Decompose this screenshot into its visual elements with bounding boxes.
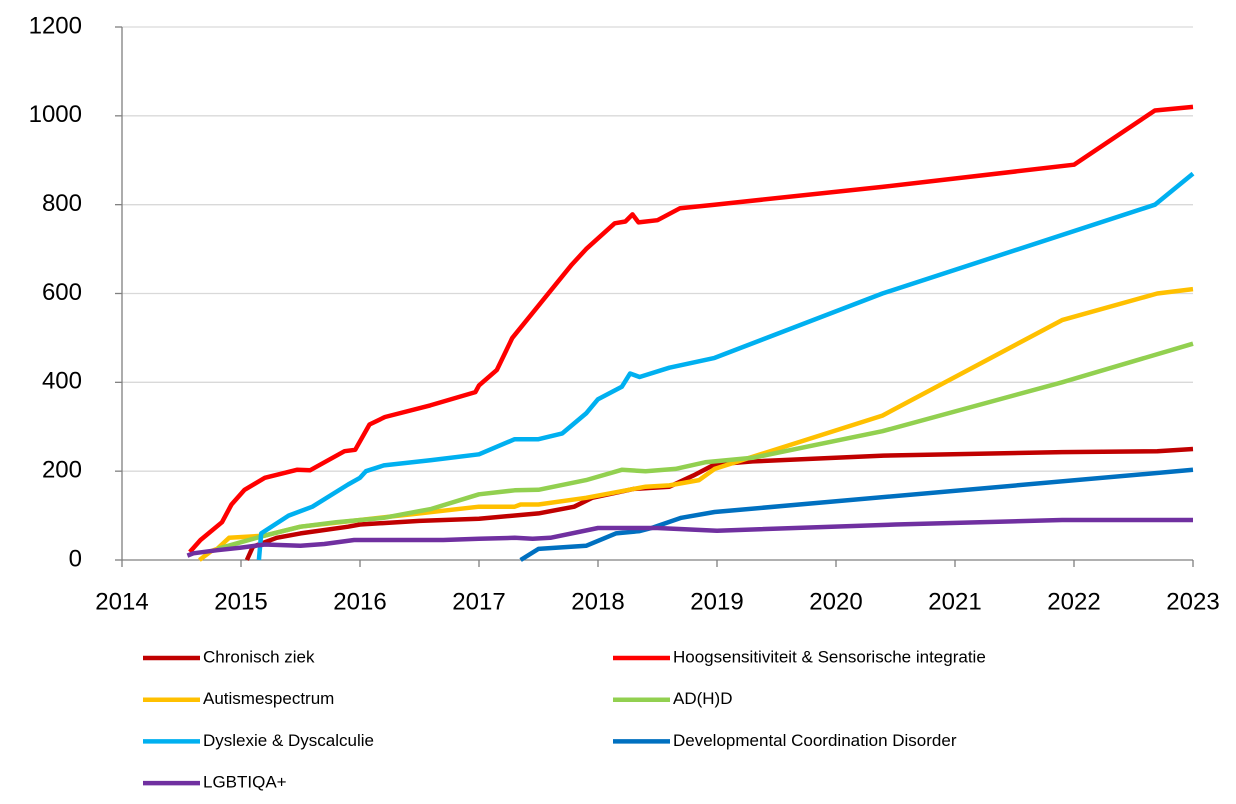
- series-line: [186, 517, 1193, 558]
- x-tick-label: 2020: [809, 588, 862, 615]
- y-tick-label: 0: [69, 545, 82, 572]
- series-line: [244, 446, 1194, 561]
- x-tick-label: 2017: [452, 588, 505, 615]
- y-tick-label: 400: [42, 368, 82, 395]
- legend-label: Autismespectrum: [203, 689, 334, 708]
- y-tick-label: 800: [42, 190, 82, 217]
- series-line: [216, 341, 1194, 552]
- legend-label: Developmental Coordination Disorder: [673, 731, 957, 750]
- x-tick-label: 2018: [571, 588, 624, 615]
- y-tick-label: 600: [42, 279, 82, 306]
- series-line: [198, 286, 1194, 562]
- series-line: [188, 104, 1194, 554]
- y-tick-label: 1200: [29, 12, 82, 39]
- legend-label: LGBTIQA+: [203, 773, 287, 792]
- y-tick-label: 1000: [29, 101, 82, 128]
- y-tick-label: 200: [42, 457, 82, 484]
- x-tick-label: 2021: [928, 588, 981, 615]
- legend-label: Dyslexie & Dyscalculie: [203, 731, 374, 750]
- x-tick-label: 2022: [1047, 588, 1100, 615]
- x-tick-label: 2016: [333, 588, 386, 615]
- x-tick-label: 2023: [1166, 588, 1219, 615]
- x-tick-label: 2019: [690, 588, 743, 615]
- x-tick-label: 2014: [95, 588, 148, 615]
- series-line: [256, 171, 1195, 561]
- x-tick-label: 2015: [214, 588, 267, 615]
- legend-label: Chronisch ziek: [203, 647, 315, 666]
- legend-label: AD(H)D: [673, 689, 733, 708]
- legend-label: Hoogsensitiviteit & Sensorische integrat…: [673, 647, 986, 666]
- series-line: [519, 467, 1194, 562]
